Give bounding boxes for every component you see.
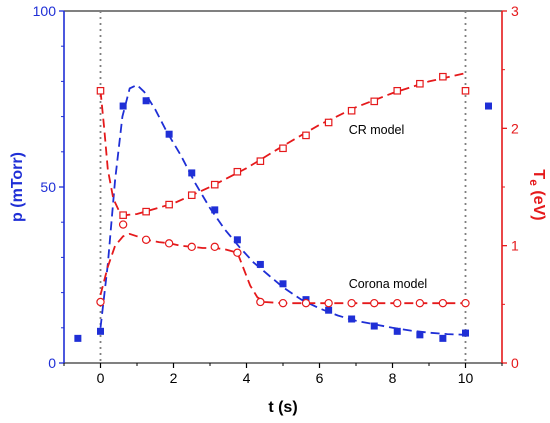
series-points-layer (74, 72, 492, 342)
data-point-pressure (97, 327, 104, 335)
data-point-cr-model (461, 86, 470, 95)
y-right-axis-title: Te (eV) (527, 169, 547, 220)
annotation-corona-model: Corona model (349, 277, 428, 291)
data-point-corona-model (233, 248, 242, 257)
x-tick-label: 4 (243, 370, 251, 386)
data-point-pressure (211, 206, 219, 214)
y-right-tick-label: 0 (511, 355, 519, 371)
data-point-corona-model (301, 298, 311, 308)
data-point-corona-model (461, 298, 470, 308)
data-point-corona-model (393, 298, 402, 308)
data-point-corona-model (415, 298, 425, 308)
data-point-corona-model (141, 235, 151, 244)
data-point-cr-model (393, 86, 402, 95)
data-point-cr-model (279, 144, 287, 153)
y-right-axis-title-sub: e (527, 179, 541, 186)
y-right-tick-label: 3 (511, 3, 519, 19)
data-point-cr-model (302, 131, 310, 140)
x-tick-label: 0 (97, 370, 105, 386)
y-right-axis-title-main: T (530, 169, 547, 179)
data-point-pressure (416, 331, 424, 339)
data-point-corona-model (96, 297, 105, 307)
y-left-tick-label: 100 (33, 3, 57, 19)
y-right-tick-label: 2 (511, 120, 519, 136)
x-tick-label: 8 (389, 370, 397, 386)
data-point-corona-model (256, 297, 265, 307)
axes-layer: 0 50 100 0 1 2 3 0 2 4 6 8 10 (33, 3, 519, 386)
data-point-cr-model (256, 157, 265, 165)
data-point-pressure (462, 329, 469, 337)
series-line-3 (99, 72, 466, 217)
series-line-1 (99, 83, 466, 336)
series-lines-layer (99, 72, 466, 336)
data-point-cr-model (347, 106, 356, 115)
data-point-corona-model (118, 220, 128, 229)
data-point-cr-model (324, 118, 333, 127)
data-point-cr-model (165, 200, 173, 209)
y-left-axis-title: p (mTorr) (9, 152, 26, 222)
data-point-corona-model (187, 242, 196, 252)
vertical-marker-layer (99, 11, 467, 363)
data-point-corona-model (370, 298, 379, 308)
data-point-pressure (74, 334, 82, 342)
series-line-5 (99, 232, 466, 305)
data-point-corona-model (278, 298, 288, 308)
data-point-corona-model (438, 298, 448, 308)
y-right-axis-title-unit: (eV) (530, 186, 547, 221)
data-point-pressure (165, 130, 173, 138)
data-point-pressure (256, 260, 264, 268)
plot-area (63, 10, 503, 364)
data-point-cr-model (416, 79, 424, 88)
data-point-cr-model (187, 191, 196, 200)
y-right-tick-label: 1 (511, 238, 519, 254)
annotation-cr-model: CR model (349, 123, 405, 137)
x-tick-label: 6 (316, 370, 324, 386)
data-point-pressure (370, 322, 378, 330)
data-point-corona-model (324, 298, 333, 308)
y-left-tick-label: 0 (48, 355, 56, 371)
data-point-cr-model (370, 97, 379, 106)
data-point-pressure (439, 334, 447, 342)
data-point-cr-model (439, 72, 447, 81)
data-point-pressure (348, 315, 356, 323)
data-point-pressure (279, 280, 287, 288)
data-point-pressure (325, 306, 333, 314)
data-point-cr-model (233, 167, 242, 176)
data-point-corona-model (210, 242, 219, 252)
data-point-pressure (119, 102, 127, 110)
data-point-pressure (142, 97, 150, 105)
data-point-cr-model (142, 207, 150, 216)
data-point-pressure (188, 169, 196, 177)
data-point-corona-model (347, 298, 356, 308)
y-left-tick-label: 50 (40, 179, 56, 195)
data-point-cr-model (210, 180, 219, 189)
data-point-cr-model (119, 211, 127, 219)
data-point-pressure (233, 236, 241, 244)
data-point-corona-model (164, 239, 174, 248)
x-tick-label: 2 (170, 370, 178, 386)
data-point-cr-model (96, 86, 105, 95)
x-tick-label: 10 (458, 370, 474, 386)
data-point-pressure (484, 102, 492, 110)
x-axis-title: t (s) (268, 399, 297, 416)
data-point-pressure (393, 327, 401, 335)
plot-frame (63, 10, 503, 364)
